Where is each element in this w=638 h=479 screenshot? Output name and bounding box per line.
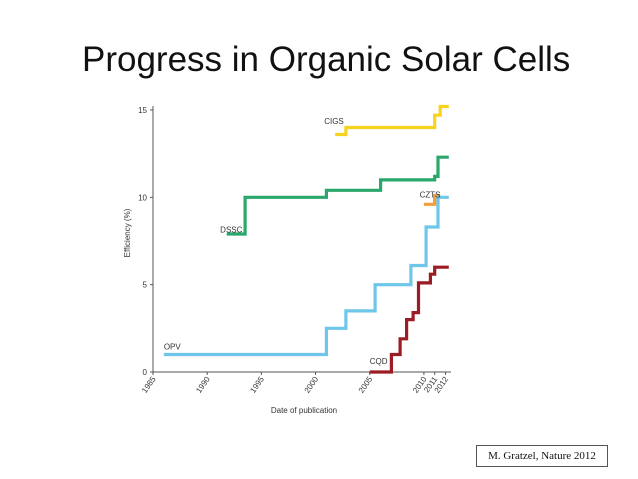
y-tick-label: 0 (143, 368, 148, 377)
series-label-opv: OPV (164, 342, 182, 351)
series-line-opv (163, 195, 449, 357)
series-label-czts: CZTS (420, 190, 441, 199)
series-label-cigs: CIGS (324, 117, 344, 126)
series-line-dssc (226, 155, 449, 236)
x-tick-label: 2005 (357, 375, 375, 395)
x-tick-label: 2000 (303, 375, 321, 395)
series-line-cqd (369, 265, 449, 374)
y-tick-label: 10 (138, 193, 147, 202)
y-tick-label: 5 (143, 281, 148, 290)
x-tick-label: 1990 (194, 375, 212, 395)
x-axis-label: Date of publication (271, 406, 337, 415)
chart-series-labels: CIGS DSSC CZTS OPV CQD (164, 117, 441, 366)
slide-title: Progress in Organic Solar Cells (82, 40, 571, 79)
y-tick-label: 15 (138, 106, 147, 115)
y-axis-label: Efficiency (%) (123, 208, 132, 257)
series-line-cigs (335, 104, 449, 137)
series-label-dssc: DSSC (220, 225, 242, 234)
x-tick-label: 1985 (140, 375, 158, 395)
chart-series (163, 104, 449, 374)
series-line-czts (423, 194, 441, 206)
citation-box: M. Gratzel, Nature 2012 (476, 445, 608, 467)
x-tick-label: 1995 (248, 375, 266, 395)
series-label-cqd: CQD (370, 357, 388, 366)
